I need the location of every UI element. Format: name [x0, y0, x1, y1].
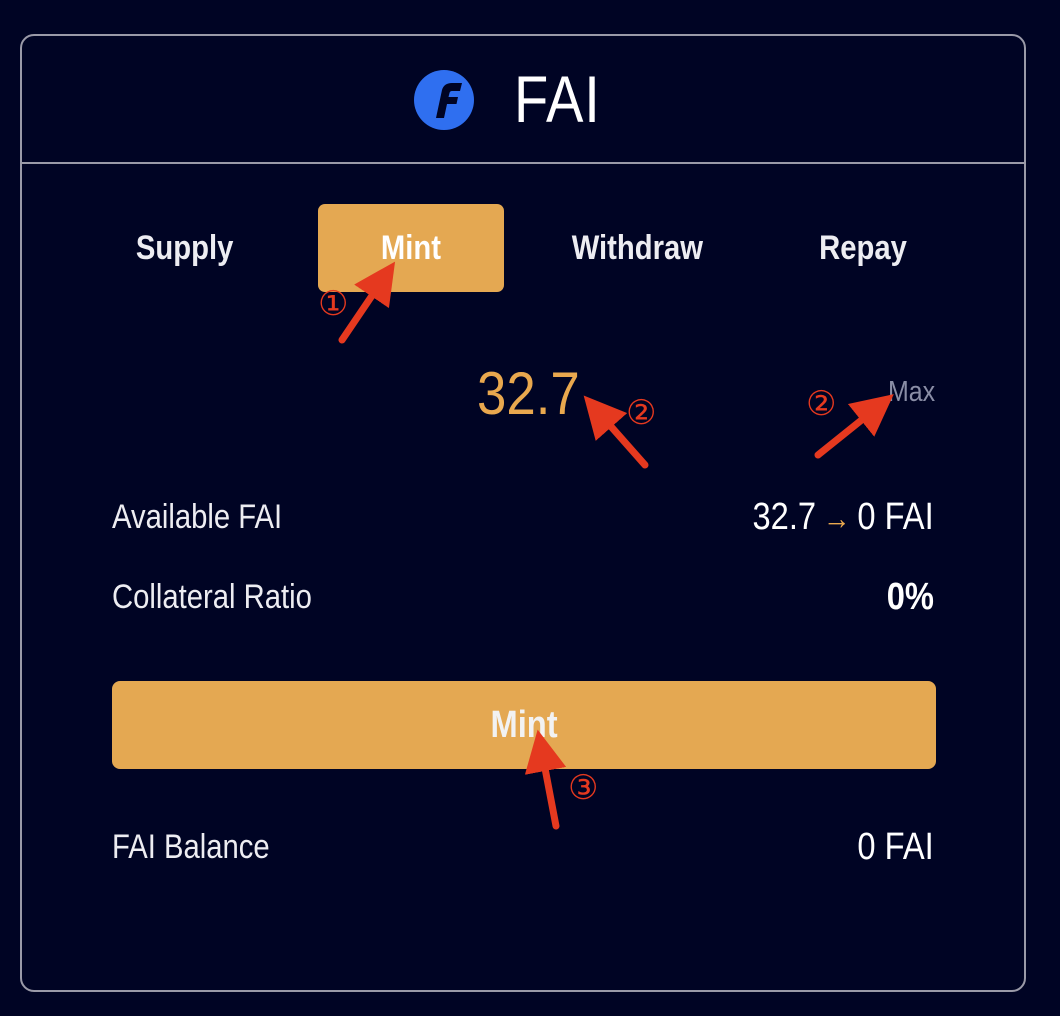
page-title: FAI — [514, 62, 601, 136]
annotation-number-1: ① — [318, 284, 349, 324]
max-button[interactable]: Max — [888, 376, 936, 408]
available-label: Available FAI — [112, 498, 283, 536]
collateral-label: Collateral Ratio — [112, 578, 312, 616]
fai-logo-icon — [414, 70, 474, 130]
panel-header: FAI — [22, 36, 1024, 164]
mint-button-label: Mint — [490, 704, 558, 746]
tab-repay[interactable]: Repay — [770, 204, 956, 292]
balance-label: FAI Balance — [112, 828, 270, 866]
available-to: 0 FAI — [857, 496, 934, 538]
tab-label: Mint — [380, 229, 442, 267]
amount-input[interactable]: 32.7 — [477, 360, 580, 427]
tab-label: Repay — [819, 229, 907, 267]
tab-mint[interactable]: Mint — [318, 204, 504, 292]
collateral-value: 0% — [886, 576, 934, 618]
annotation-number-2b: ② — [806, 384, 837, 424]
fai-panel: FAI Supply Mint Withdraw Repay 32.7 Max … — [20, 34, 1026, 992]
available-value: 32.7 → 0 FAI — [753, 496, 934, 539]
annotation-number-3: ③ — [568, 768, 599, 808]
available-from: 32.7 — [752, 496, 817, 538]
tab-supply[interactable]: Supply — [92, 204, 278, 292]
tab-label: Supply — [136, 229, 234, 267]
tab-label: Withdraw — [571, 229, 703, 267]
tab-withdraw[interactable]: Withdraw — [544, 204, 730, 292]
balance-value: 0 FAI — [857, 826, 934, 868]
annotation-number-2a: ② — [626, 393, 657, 433]
mint-button[interactable]: Mint — [112, 681, 936, 769]
arrow-right-icon: → — [823, 500, 851, 536]
